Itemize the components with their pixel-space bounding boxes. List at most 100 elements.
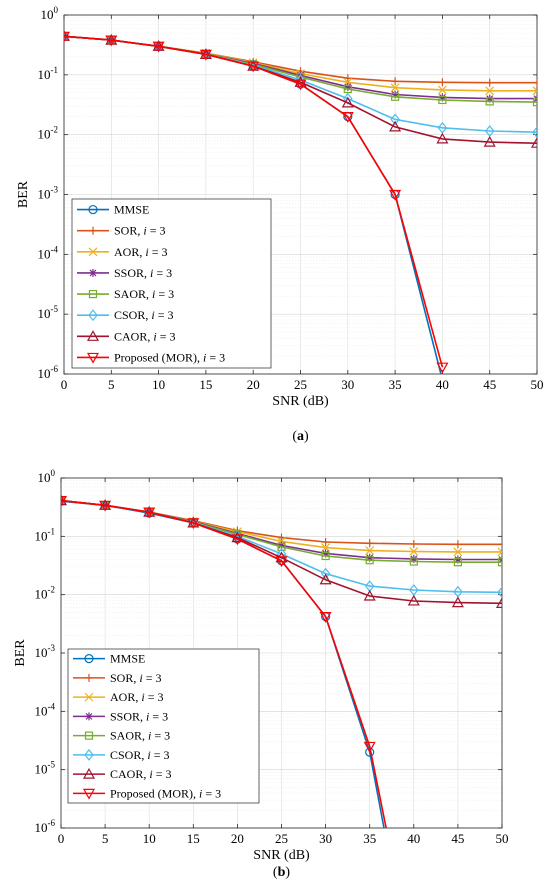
data-point xyxy=(436,132,449,144)
x-tick-label: 25 xyxy=(294,377,307,392)
y-tick-label: 10-1 xyxy=(38,65,59,82)
y-axis-label: BER xyxy=(16,180,31,208)
legend-marker xyxy=(84,748,94,761)
x-tick-label: 0 xyxy=(61,377,68,392)
data-point xyxy=(343,84,352,94)
caption: (a) xyxy=(292,429,309,444)
data-point xyxy=(532,98,537,107)
data-point xyxy=(453,540,462,549)
data-point xyxy=(275,556,288,568)
data-point xyxy=(483,135,496,147)
x-tick-label: 20 xyxy=(231,831,244,846)
x-tick-label: 45 xyxy=(451,831,464,846)
data-point xyxy=(532,86,537,96)
series-line xyxy=(64,35,444,368)
data-point xyxy=(438,95,447,105)
y-tick-label: 10-3 xyxy=(35,643,56,660)
data-point xyxy=(99,500,112,512)
x-tick-label: 5 xyxy=(108,377,115,392)
x-tick-label: 20 xyxy=(247,377,260,392)
x-tick-label: 30 xyxy=(319,831,332,846)
series-group xyxy=(61,494,502,850)
legend-marker xyxy=(88,204,98,215)
legend-box xyxy=(71,198,272,369)
data-point xyxy=(391,92,400,101)
data-point xyxy=(61,495,68,507)
legend-label: Proposed (MOR), i = 3 xyxy=(110,786,221,800)
legend-marker xyxy=(84,692,94,702)
legend-marker xyxy=(89,268,97,277)
data-point xyxy=(187,518,200,530)
data-point xyxy=(383,842,391,850)
legend-label: SOR, i = 3 xyxy=(114,224,165,238)
legend-label: MMSE xyxy=(110,652,145,666)
data-point xyxy=(231,534,244,546)
data-point xyxy=(485,78,494,87)
legend-label: AOR, i = 3 xyxy=(110,690,163,704)
data-point xyxy=(231,531,244,543)
x-tick-label: 10 xyxy=(143,831,156,846)
legend-marker xyxy=(85,712,93,721)
x-tick-label: 45 xyxy=(483,377,496,392)
legend-label: SAOR, i = 3 xyxy=(114,287,174,301)
legend-marker xyxy=(88,309,98,322)
data-point xyxy=(64,30,69,43)
series-group xyxy=(64,30,537,374)
data-point xyxy=(485,97,494,106)
data-point xyxy=(277,533,286,542)
data-point xyxy=(389,189,402,201)
legend-label: SSOR, i = 3 xyxy=(110,709,168,723)
data-point xyxy=(453,547,463,557)
y-tick-label: 10-5 xyxy=(38,304,59,321)
data-point xyxy=(389,120,402,132)
legend-label: MMSE xyxy=(114,203,149,217)
data-point xyxy=(391,90,400,99)
legend-label: SSOR, i = 3 xyxy=(114,266,172,280)
data-point xyxy=(438,93,447,102)
data-point xyxy=(407,594,420,606)
grid xyxy=(60,477,503,829)
data-point xyxy=(365,546,375,555)
data-point xyxy=(61,494,66,507)
data-point xyxy=(451,596,464,608)
x-tick-label: 40 xyxy=(436,377,449,392)
data-point xyxy=(152,41,165,53)
data-point xyxy=(382,830,392,839)
data-point xyxy=(409,554,418,563)
data-point xyxy=(390,113,400,126)
x-tick-label: 50 xyxy=(531,377,544,392)
data-point xyxy=(105,35,118,47)
x-axis-label: SNR (dB) xyxy=(253,848,310,863)
data-point xyxy=(199,49,212,61)
y-tick-label: 10-6 xyxy=(35,818,56,835)
data-point xyxy=(341,96,354,108)
chart-a: 0 5 10 15 20 25 30 35 40 45 50 10-6 10-5 10-4 10-3 10-2… xyxy=(16,5,544,444)
data-point xyxy=(497,547,502,557)
data-point xyxy=(320,567,331,580)
legend-marker xyxy=(84,654,94,664)
x-tick-label: 40 xyxy=(407,831,420,846)
data-point xyxy=(497,586,502,599)
data-point xyxy=(365,553,374,562)
caption-letter: b xyxy=(278,865,286,880)
data-point xyxy=(277,541,286,550)
legend-marker xyxy=(88,289,98,299)
data-point xyxy=(321,549,330,558)
data-point xyxy=(437,85,447,95)
legend-box xyxy=(67,648,260,804)
caption-letter: a xyxy=(297,429,304,444)
data-point xyxy=(453,558,462,567)
legend-label: CAOR, i = 3 xyxy=(110,767,171,781)
legend-marker xyxy=(82,767,96,779)
legend-marker xyxy=(86,352,100,364)
legend-label: Proposed (MOR), i = 3 xyxy=(114,350,225,364)
legend-label: CAOR, i = 3 xyxy=(114,329,175,343)
caption: (b) xyxy=(273,865,290,880)
legend-marker xyxy=(82,788,96,800)
data-point xyxy=(64,31,71,43)
data-point xyxy=(321,551,330,561)
legend-marker xyxy=(88,247,98,257)
data-point xyxy=(341,112,354,123)
legend: MMSE SOR, i = 3 AOR, i = 3 SSOR, i = 3 SAOR,… xyxy=(67,648,260,804)
